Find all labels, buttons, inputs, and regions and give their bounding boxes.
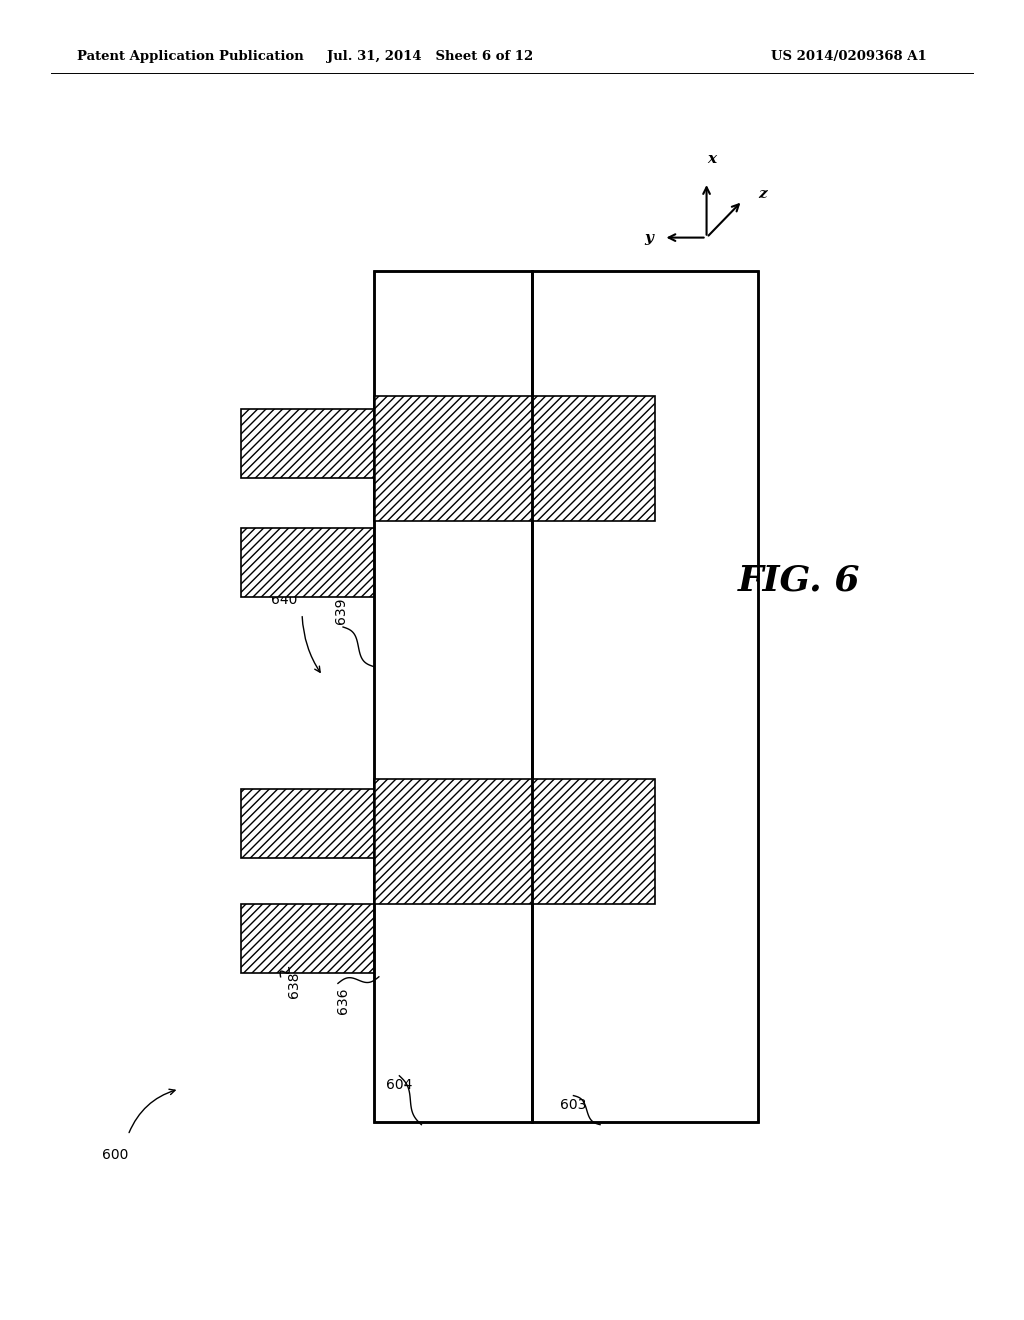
Text: 636: 636 xyxy=(336,987,350,1014)
Text: 604: 604 xyxy=(386,1078,413,1093)
Text: z: z xyxy=(758,187,766,201)
Text: x: x xyxy=(708,152,716,166)
Text: Patent Application Publication: Patent Application Publication xyxy=(77,50,303,63)
Bar xyxy=(241,789,374,858)
Text: y: y xyxy=(644,231,653,244)
Bar xyxy=(374,779,655,904)
Text: FIG. 6: FIG. 6 xyxy=(737,564,860,598)
Text: US 2014/0209368 A1: US 2014/0209368 A1 xyxy=(771,50,927,63)
Bar xyxy=(532,271,758,1122)
Text: 639: 639 xyxy=(334,598,348,624)
Bar xyxy=(241,904,374,973)
Bar xyxy=(241,409,374,478)
Text: 600: 600 xyxy=(102,1148,129,1163)
Text: 640: 640 xyxy=(270,593,297,607)
Text: Jul. 31, 2014   Sheet 6 of 12: Jul. 31, 2014 Sheet 6 of 12 xyxy=(327,50,534,63)
Text: 603: 603 xyxy=(560,1098,587,1113)
Text: 638: 638 xyxy=(287,972,301,998)
Bar xyxy=(374,396,655,521)
Bar xyxy=(374,271,532,1122)
Bar xyxy=(374,271,532,1122)
Bar xyxy=(241,528,374,597)
Bar xyxy=(532,271,758,1122)
